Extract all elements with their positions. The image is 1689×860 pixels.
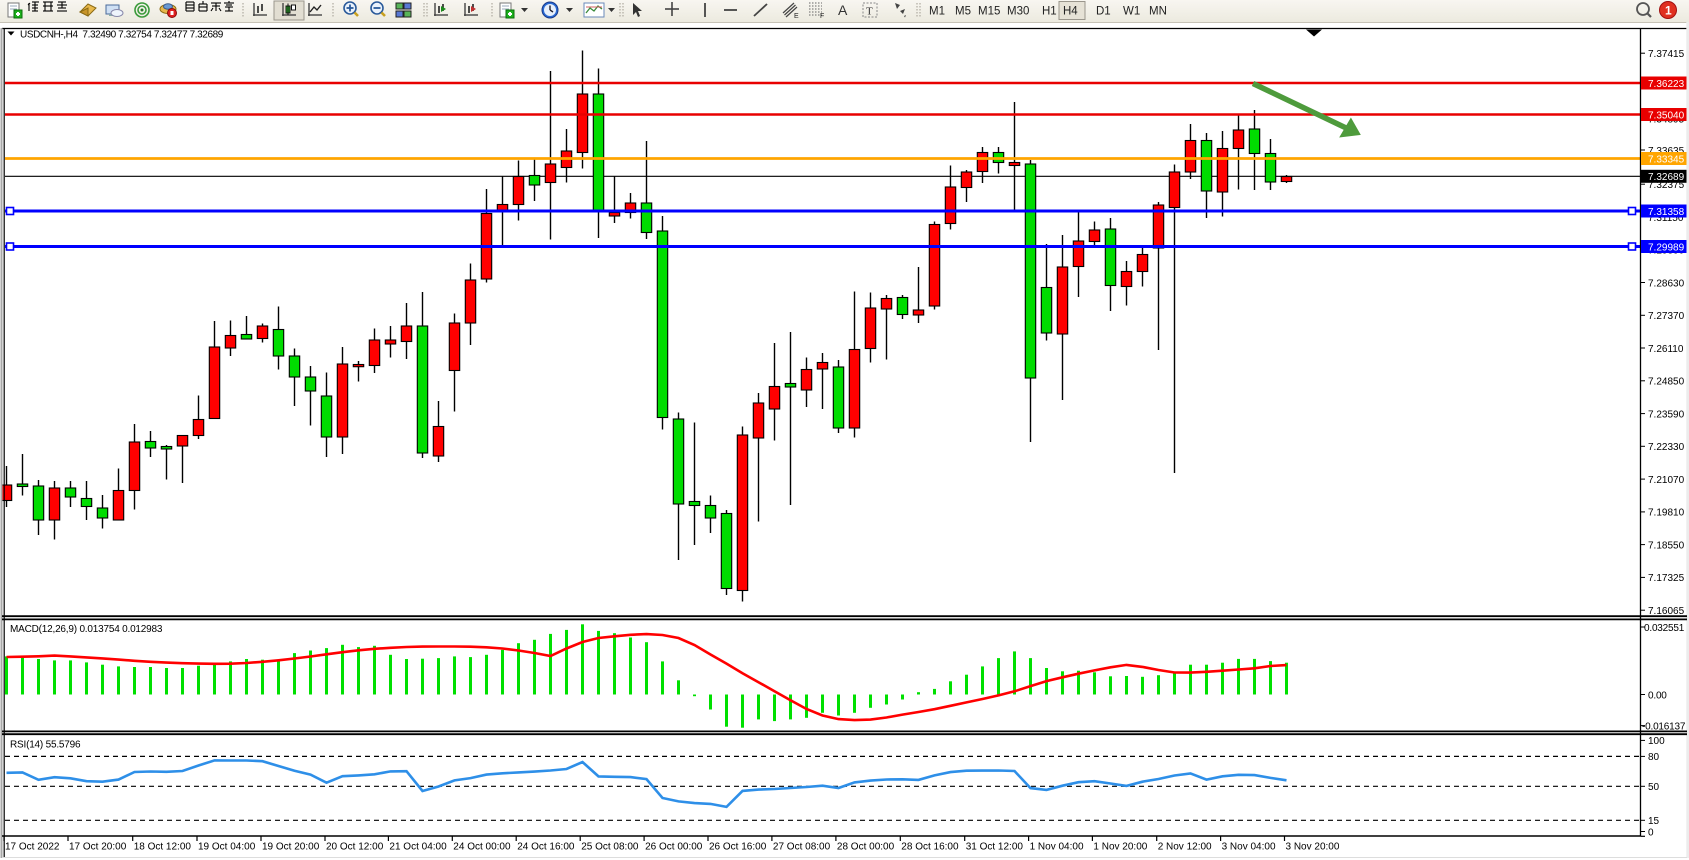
- svg-text:18 Oct 12:00: 18 Oct 12:00: [134, 842, 192, 853]
- svg-text:80: 80: [1648, 752, 1660, 763]
- svg-text:MACD(12,26,9) 0.013754 0.01298: MACD(12,26,9) 0.013754 0.012983: [10, 624, 163, 635]
- svg-text:26 Oct 00:00: 26 Oct 00:00: [645, 842, 703, 853]
- svg-text:24 Oct 16:00: 24 Oct 16:00: [517, 842, 575, 853]
- svg-text:24 Oct 00:00: 24 Oct 00:00: [453, 842, 511, 853]
- svg-text:E: E: [794, 13, 799, 20]
- svg-text:7.29989: 7.29989: [1648, 242, 1685, 253]
- svg-text:7.22330: 7.22330: [1648, 442, 1685, 453]
- svg-text:7.28630: 7.28630: [1648, 278, 1685, 289]
- svg-text:21 Oct 04:00: 21 Oct 04:00: [389, 842, 447, 853]
- svg-text:17 Oct 2022: 17 Oct 2022: [5, 842, 60, 853]
- svg-text:W1: W1: [1123, 6, 1140, 18]
- svg-text:T: T: [866, 6, 873, 18]
- svg-text:-0.016137: -0.016137: [1642, 721, 1686, 732]
- svg-text:0: 0: [1648, 827, 1654, 838]
- svg-text:7.26110: 7.26110: [1648, 344, 1684, 355]
- svg-text:H4: H4: [1063, 6, 1078, 18]
- svg-text:M15: M15: [978, 6, 1000, 18]
- svg-text:7.27370: 7.27370: [1648, 311, 1685, 322]
- svg-text:7.31150: 7.31150: [1648, 213, 1684, 224]
- svg-text:0.00: 0.00: [1648, 690, 1667, 701]
- svg-text:7.23590: 7.23590: [1648, 409, 1685, 420]
- svg-text:0.032551: 0.032551: [1644, 623, 1685, 634]
- svg-text:25 Oct 08:00: 25 Oct 08:00: [581, 842, 639, 853]
- svg-text:15: 15: [1648, 816, 1660, 827]
- svg-text:M1: M1: [929, 6, 945, 18]
- svg-text:MN: MN: [1149, 6, 1167, 18]
- svg-text:7.33635: 7.33635: [1648, 146, 1685, 157]
- svg-text:H1: H1: [1042, 6, 1057, 18]
- svg-text:2 Nov 12:00: 2 Nov 12:00: [1158, 842, 1212, 853]
- svg-text:7.31358: 7.31358: [1648, 207, 1685, 218]
- svg-text:20 Oct 12:00: 20 Oct 12:00: [326, 842, 384, 853]
- svg-text:50: 50: [1648, 782, 1660, 793]
- svg-text:19 Oct 20:00: 19 Oct 20:00: [262, 842, 320, 853]
- svg-text:7.19810: 7.19810: [1648, 508, 1685, 519]
- svg-text:100: 100: [1648, 736, 1665, 747]
- svg-text:3 Nov 04:00: 3 Nov 04:00: [1222, 842, 1276, 853]
- svg-text:7.33345: 7.33345: [1648, 154, 1685, 165]
- svg-text:D1: D1: [1096, 6, 1111, 18]
- svg-text:19 Oct 04:00: 19 Oct 04:00: [198, 842, 256, 853]
- svg-text:31 Oct 12:00: 31 Oct 12:00: [966, 842, 1024, 853]
- svg-text:28 Oct 00:00: 28 Oct 00:00: [837, 842, 895, 853]
- svg-text:3 Nov 20:00: 3 Nov 20:00: [1286, 842, 1340, 853]
- svg-text:1 Nov 04:00: 1 Nov 04:00: [1030, 842, 1084, 853]
- svg-text:7.24850: 7.24850: [1648, 377, 1685, 388]
- svg-text:7.21070: 7.21070: [1648, 475, 1685, 486]
- svg-text:F: F: [820, 13, 824, 20]
- svg-text:M5: M5: [955, 6, 971, 18]
- svg-text:7.16065: 7.16065: [1648, 606, 1685, 617]
- svg-text:28 Oct 16:00: 28 Oct 16:00: [901, 842, 959, 853]
- svg-text:7.36223: 7.36223: [1648, 79, 1685, 90]
- svg-text:1 Nov 20:00: 1 Nov 20:00: [1093, 842, 1147, 853]
- svg-text:27 Oct 08:00: 27 Oct 08:00: [773, 842, 831, 853]
- svg-text:17 Oct 20:00: 17 Oct 20:00: [69, 842, 127, 853]
- svg-text:M30: M30: [1007, 6, 1029, 18]
- svg-text:7.35040: 7.35040: [1648, 110, 1685, 121]
- svg-text:A: A: [838, 2, 848, 18]
- svg-text:USDCNH-,H4 7.32490 7.32754 7.: USDCNH-,H4 7.32490 7.32754 7.32477 7.326…: [20, 30, 224, 41]
- svg-text:26 Oct 16:00: 26 Oct 16:00: [709, 842, 767, 853]
- svg-text:7.32689: 7.32689: [1648, 172, 1685, 183]
- svg-text:7.17325: 7.17325: [1648, 573, 1685, 584]
- svg-text:RSI(14) 55.5796: RSI(14) 55.5796: [10, 740, 81, 751]
- svg-text:7.18550: 7.18550: [1648, 540, 1685, 551]
- svg-text:7.37415: 7.37415: [1648, 49, 1685, 60]
- svg-text:1: 1: [1665, 4, 1672, 18]
- svg-text:7.32375: 7.32375: [1648, 180, 1685, 191]
